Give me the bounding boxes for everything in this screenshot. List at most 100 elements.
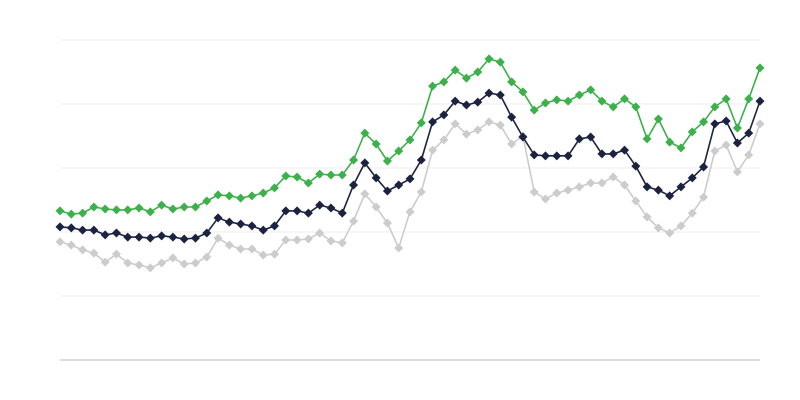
data-point bbox=[710, 102, 720, 112]
data-point bbox=[665, 137, 675, 147]
data-point bbox=[326, 203, 336, 213]
data-point bbox=[326, 236, 336, 246]
data-point bbox=[552, 95, 562, 105]
data-point bbox=[608, 102, 618, 112]
data-point bbox=[699, 162, 709, 172]
data-point bbox=[100, 204, 110, 214]
data-point bbox=[732, 123, 742, 133]
data-point bbox=[461, 73, 471, 83]
data-point bbox=[394, 243, 404, 253]
data-point bbox=[111, 249, 121, 259]
data-point bbox=[495, 120, 505, 130]
data-point bbox=[710, 119, 720, 129]
data-point bbox=[315, 169, 325, 179]
data-point bbox=[202, 228, 212, 238]
data-point bbox=[134, 203, 144, 213]
data-point bbox=[179, 202, 189, 212]
data-point bbox=[303, 178, 313, 188]
data-point bbox=[111, 205, 121, 215]
data-point bbox=[428, 117, 438, 127]
data-point bbox=[665, 228, 675, 238]
data-point bbox=[236, 193, 246, 203]
data-point bbox=[270, 221, 280, 231]
data-point bbox=[236, 244, 246, 254]
data-point bbox=[111, 228, 121, 238]
data-point bbox=[247, 221, 257, 231]
data-point bbox=[66, 240, 76, 250]
data-point bbox=[78, 225, 88, 235]
gridlines bbox=[60, 39, 760, 297]
data-point bbox=[382, 156, 392, 166]
data-point bbox=[631, 161, 641, 171]
data-point bbox=[540, 194, 550, 204]
series-line bbox=[59, 92, 761, 240]
data-point bbox=[484, 54, 494, 64]
data-point bbox=[224, 240, 234, 250]
data-point bbox=[123, 258, 133, 268]
data-point bbox=[292, 235, 302, 245]
data-point bbox=[574, 134, 584, 144]
data-point bbox=[484, 117, 494, 127]
data-point bbox=[744, 128, 754, 138]
data-point bbox=[213, 213, 223, 223]
data-point bbox=[563, 185, 573, 195]
series-2 bbox=[55, 54, 765, 219]
data-point bbox=[507, 112, 517, 122]
data-point bbox=[315, 228, 325, 238]
data-point bbox=[168, 253, 178, 263]
data-point bbox=[755, 63, 765, 73]
data-point bbox=[168, 232, 178, 242]
data-point bbox=[563, 151, 573, 161]
data-point bbox=[190, 258, 200, 268]
data-point bbox=[642, 182, 652, 192]
data-point bbox=[78, 245, 88, 255]
data-point bbox=[732, 138, 742, 148]
data-point bbox=[360, 158, 370, 168]
data-point bbox=[281, 206, 291, 216]
data-point bbox=[507, 77, 517, 87]
data-point bbox=[631, 196, 641, 206]
data-point bbox=[258, 225, 268, 235]
data-point bbox=[405, 207, 415, 217]
data-point bbox=[224, 217, 234, 227]
data-point bbox=[653, 223, 663, 233]
data-point bbox=[360, 128, 370, 138]
data-point bbox=[337, 208, 347, 218]
series-1 bbox=[55, 88, 765, 244]
data-point bbox=[744, 94, 754, 104]
data-point bbox=[134, 260, 144, 270]
data-point bbox=[416, 118, 426, 128]
data-point bbox=[518, 87, 528, 97]
data-point bbox=[540, 98, 550, 108]
data-point bbox=[732, 167, 742, 177]
data-point bbox=[303, 208, 313, 218]
data-point bbox=[586, 132, 596, 142]
data-point bbox=[642, 212, 652, 222]
data-point bbox=[371, 173, 381, 183]
data-point bbox=[100, 230, 110, 240]
data-point bbox=[495, 90, 505, 100]
data-point bbox=[563, 96, 573, 106]
data-point bbox=[529, 105, 539, 115]
data-point bbox=[439, 135, 449, 145]
data-point bbox=[676, 182, 686, 192]
data-point bbox=[123, 232, 133, 242]
data-point bbox=[382, 218, 392, 228]
data-point bbox=[450, 65, 460, 75]
data-point bbox=[676, 143, 686, 153]
data-point bbox=[461, 100, 471, 110]
data-point bbox=[687, 127, 697, 137]
data-point bbox=[89, 248, 99, 258]
data-point bbox=[586, 85, 596, 95]
data-point bbox=[597, 178, 607, 188]
data-point bbox=[461, 129, 471, 139]
data-point bbox=[721, 140, 731, 150]
data-point bbox=[608, 172, 618, 182]
data-point bbox=[540, 151, 550, 161]
data-point bbox=[416, 187, 426, 197]
data-point bbox=[382, 186, 392, 196]
data-point bbox=[608, 149, 618, 159]
data-point bbox=[168, 204, 178, 214]
data-point bbox=[416, 155, 426, 165]
data-point bbox=[202, 196, 212, 206]
